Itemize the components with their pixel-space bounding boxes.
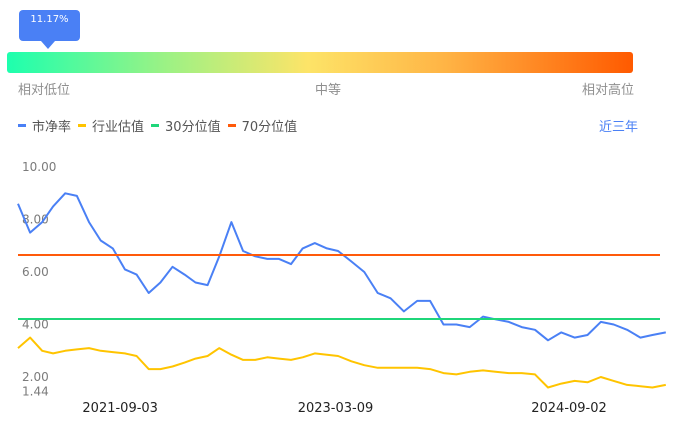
legend-label: 70分位值 [241, 120, 298, 135]
percentile-tooltip: 11.17% [19, 10, 80, 49]
chart-legend: 市净率 行业估值 30分位值 70分位值 [18, 116, 304, 135]
y-tick-label: 10.00 [22, 160, 56, 174]
range-selector-button[interactable]: 近三年 [599, 120, 639, 135]
pb-series-line [17, 192, 666, 342]
legend-swatch [227, 124, 236, 127]
industry-series-line [17, 336, 666, 389]
gauge-mid-label: 中等 [315, 83, 342, 98]
legend-label: 市净率 [32, 120, 72, 135]
y-tick-label: 2.00 [22, 370, 49, 384]
legend-label: 30分位值 [165, 120, 221, 135]
valuation-gauge-bar [7, 52, 633, 73]
legend-swatch [151, 124, 160, 127]
y-tick-label: 4.00 [22, 318, 49, 332]
y-tick-label: 6.00 [22, 265, 49, 279]
legend-item-p70[interactable]: 70分位值 [227, 116, 298, 135]
x-tick-label: 2023-03-09 [298, 401, 374, 416]
legend-swatch [78, 124, 87, 127]
x-tick-label: 2024-09-02 [531, 401, 607, 416]
legend-label: 行业估值 [92, 120, 145, 135]
legend-item-p30[interactable]: 30分位值 [151, 116, 221, 135]
gauge-high-label: 相对高位 [582, 83, 635, 98]
legend-item-pb[interactable]: 市净率 [18, 116, 71, 135]
legend-swatch [18, 124, 26, 127]
gauge-low-label: 相对低位 [18, 83, 71, 98]
x-tick-label: 2021-09-03 [82, 401, 158, 416]
legend-item-industry[interactable]: 行业估值 [78, 116, 144, 135]
y-tick-label: 1.44 [22, 385, 49, 399]
